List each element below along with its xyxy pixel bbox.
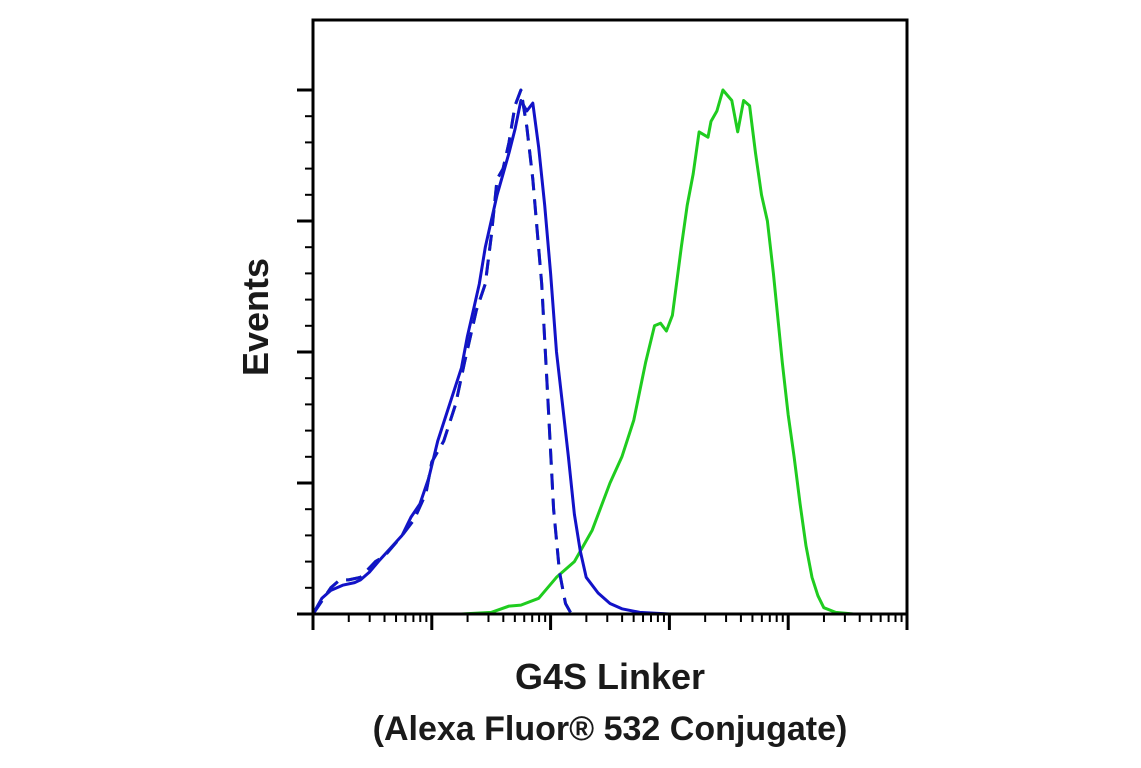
series-line-0 — [313, 88, 907, 616]
series-layer — [311, 88, 907, 616]
series-line-2 — [311, 99, 907, 616]
y-axis-title: Events — [235, 258, 276, 376]
x-axis-title-line1: G4S Linker — [515, 656, 705, 697]
series-line-3 — [311, 88, 907, 616]
x-axis-title-line2: (Alexa Fluor® 532 Conjugate) — [373, 710, 848, 748]
ticks-layer — [297, 88, 909, 630]
plot-frame — [311, 18, 909, 616]
